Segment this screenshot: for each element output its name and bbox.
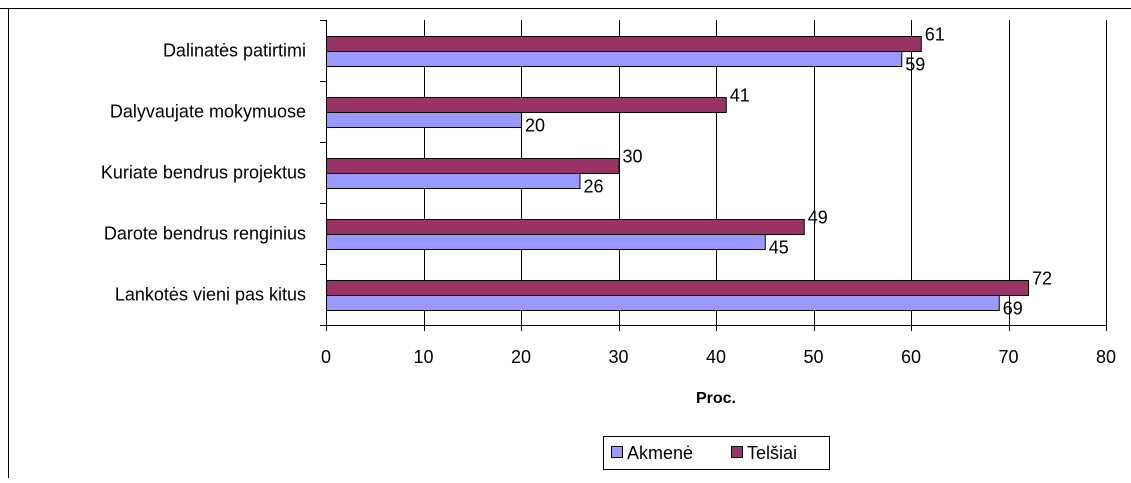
legend: Akmenė Telšiai [603,436,830,470]
category-label: Darote bendrus renginius [104,224,306,244]
data-label: 69 [1003,299,1023,319]
bar [326,97,727,113]
data-label: 20 [525,116,545,136]
x-tick-label: 20 [511,347,531,367]
x-tick-label: 10 [413,347,433,367]
bar [326,234,766,250]
data-label: 45 [769,238,789,258]
category-label: Dalinatės patirtimi [163,41,306,61]
category-label: Dalyvaujate mokymuose [110,102,306,122]
legend-swatch [611,446,623,458]
data-label: 30 [623,147,643,167]
bar [326,280,1029,296]
bar [326,51,903,67]
axes [320,20,1107,331]
x-tick-label: 30 [608,347,628,367]
bar [326,295,1000,311]
data-label: 49 [808,208,828,228]
legend-swatch [731,446,743,458]
x-tick-label: 50 [803,347,823,367]
bar [326,36,922,52]
data-label: 61 [925,25,945,45]
category-labels: Dalinatės patirtimi Dalyvaujate mokymuose… [101,41,306,305]
data-label: 59 [905,55,925,75]
data-label: 72 [1032,269,1052,289]
x-tick-label: 70 [998,347,1018,367]
data-label: 26 [584,177,604,197]
legend-box [603,436,830,470]
bar [326,112,522,128]
bar [326,158,620,174]
category-label: Kuriate bendrus projektus [101,163,306,183]
legend-label: Telšiai [747,443,797,463]
x-tick-label: 0 [321,347,331,367]
tick-labels: 0 10 20 30 40 50 60 70 80 [321,347,1116,367]
bars [326,36,1029,311]
category-label: Lankotės vieni pas kitus [115,285,306,305]
x-tick-label: 40 [706,347,726,367]
x-tick-label: 80 [1096,347,1116,367]
bar [326,219,805,235]
bar [326,173,581,189]
x-axis-title: Proc. [696,390,736,407]
legend-label: Akmenė [627,443,693,463]
x-tick-label: 60 [901,347,921,367]
data-label: 41 [730,86,750,106]
